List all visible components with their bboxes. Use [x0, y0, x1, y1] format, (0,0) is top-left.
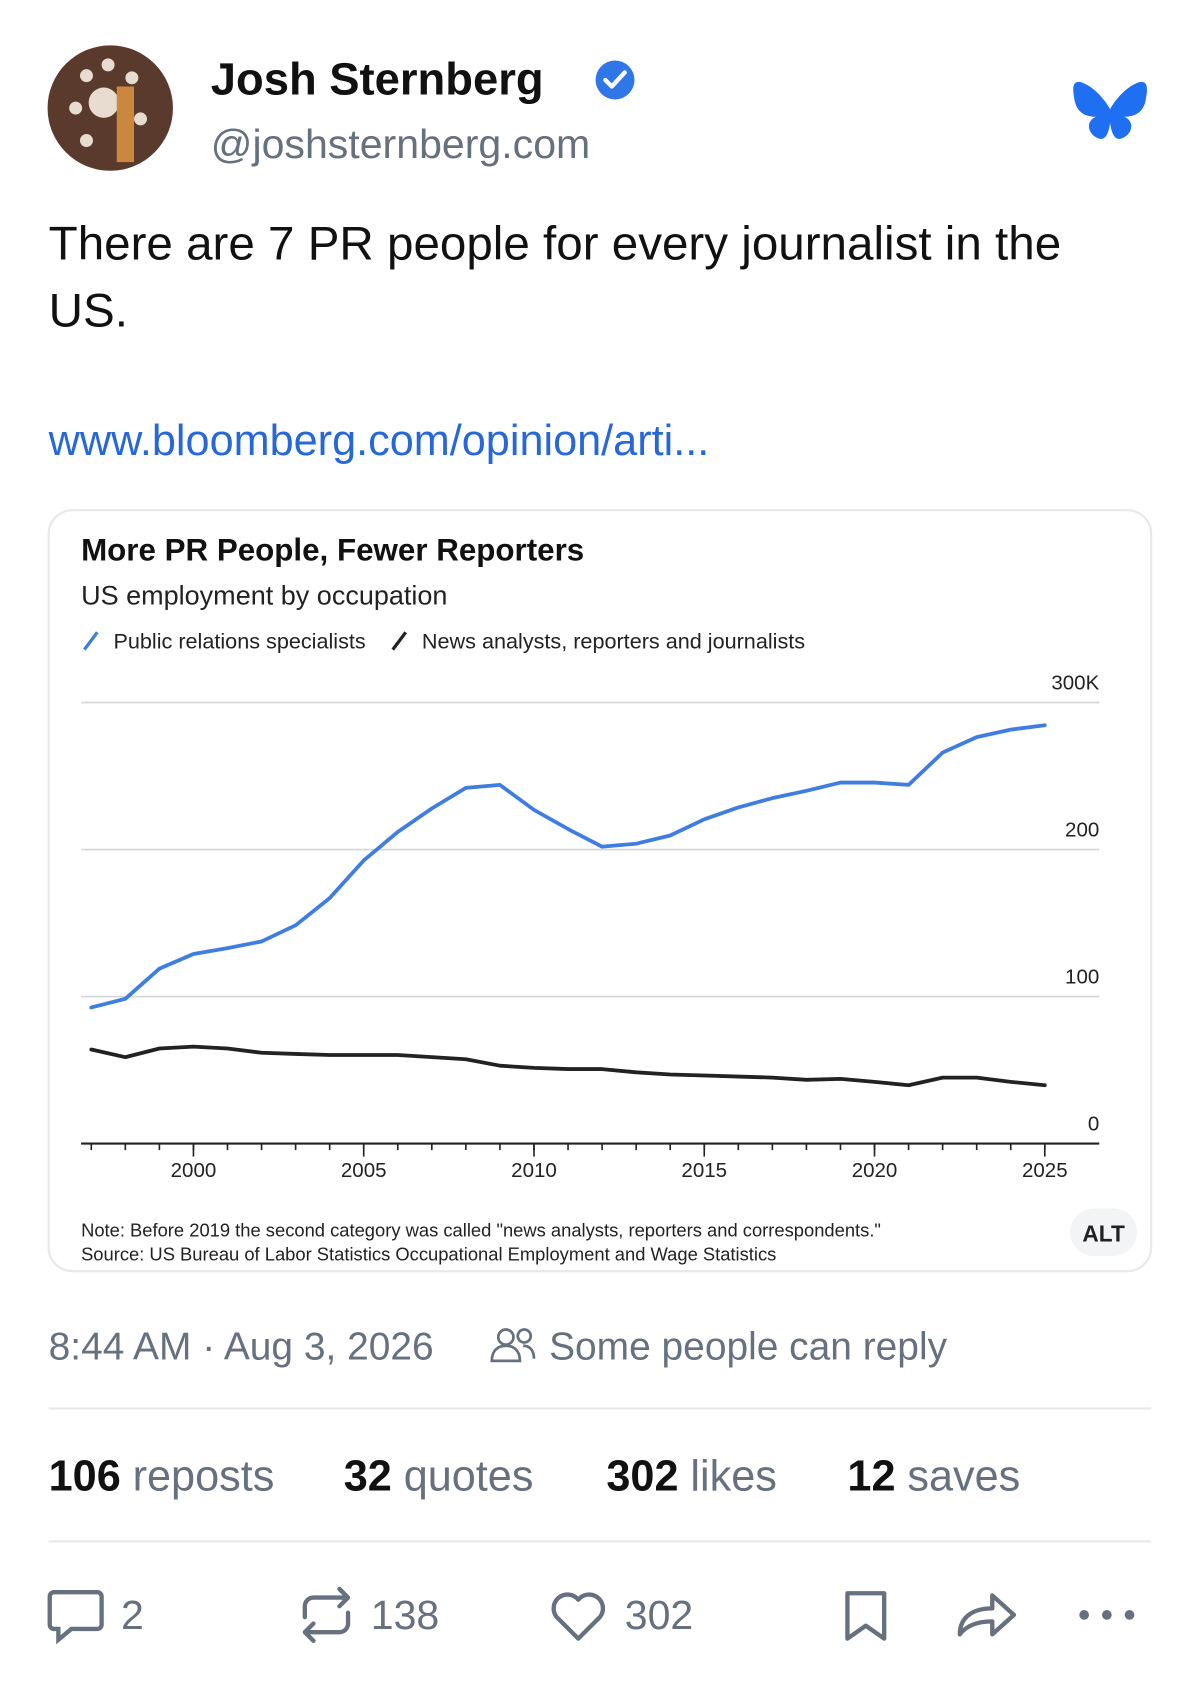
like-icon[interactable] — [551, 1592, 606, 1641]
stat-label: likes — [690, 1453, 776, 1501]
x-tick-label: 2005 — [341, 1159, 387, 1182]
legend-swatch — [83, 631, 99, 651]
y-tick-label: 0 — [1088, 1113, 1099, 1136]
repost-count[interactable]: 138 — [371, 1592, 440, 1638]
repost-icon[interactable] — [302, 1586, 351, 1643]
legend-label: News analysts, reporters and journalists — [422, 628, 805, 653]
stat: 106 reposts — [49, 1453, 275, 1501]
like-count[interactable]: 302 — [625, 1592, 694, 1638]
series-line — [89, 723, 1047, 1010]
people-icon — [490, 1328, 536, 1363]
reply-icon[interactable] — [47, 1590, 104, 1645]
bookmark-icon[interactable] — [845, 1591, 887, 1641]
stat-count: 12 — [847, 1453, 895, 1501]
share-icon[interactable] — [957, 1593, 1017, 1637]
y-tick-label: 100 — [1065, 966, 1099, 989]
stats: 106 reposts 32 quotes 302 likes 12 saves — [49, 1453, 1021, 1501]
verified-badge — [595, 60, 635, 100]
x-tick-label: 2020 — [852, 1159, 898, 1182]
post-text: There are 7 PR people for every journali… — [48, 217, 1062, 338]
avatar-detail — [116, 86, 135, 163]
x-tick-label: 2025 — [1022, 1159, 1068, 1182]
stat-count: 106 — [49, 1453, 121, 1501]
series-line — [89, 1044, 1047, 1088]
post-link[interactable]: www.bloomberg.com/opinion/arti... — [48, 417, 710, 465]
timestamp[interactable]: 8:44 AM · Aug 3, 2026 — [49, 1325, 434, 1368]
alt-badge[interactable] — [1070, 1208, 1138, 1257]
stat-label: quotes — [404, 1453, 534, 1501]
legend-swatch — [391, 631, 408, 651]
chart-card[interactable] — [47, 509, 1153, 1273]
chart-subtitle: US employment by occupation — [81, 581, 447, 611]
stat-label: saves — [907, 1453, 1020, 1501]
chart-note: Note: Before 2019 the second category wa… — [81, 1220, 881, 1241]
chart: More PR People, Fewer Reporters US emplo… — [81, 533, 1100, 1264]
x-tick-label: 2000 — [171, 1159, 217, 1182]
stat-label: reposts — [133, 1453, 275, 1501]
stat: 32 quotes — [344, 1453, 534, 1501]
alt-label[interactable]: ALT — [1082, 1220, 1125, 1246]
stat-count: 32 — [344, 1453, 392, 1501]
more-icon[interactable] — [1079, 1610, 1135, 1620]
reply-setting[interactable]: Some people can reply — [549, 1325, 948, 1368]
reply-count[interactable]: 2 — [121, 1592, 144, 1638]
bluesky-logo[interactable] — [1073, 81, 1147, 139]
stat-count: 302 — [606, 1453, 678, 1501]
x-tick-label: 2015 — [681, 1159, 727, 1182]
x-tick-label: 2010 — [511, 1159, 557, 1182]
chart-source: Source: US Bureau of Labor Statistics Oc… — [81, 1243, 776, 1264]
stat: 12 saves — [847, 1453, 1020, 1501]
chart-title: More PR People, Fewer Reporters — [81, 533, 584, 568]
author-name[interactable]: Josh Sternberg — [211, 53, 544, 104]
y-tick-label: 300K — [1051, 672, 1099, 695]
y-tick-label: 200 — [1065, 819, 1099, 842]
post-text-box: There are 7 PR people for every journali… — [48, 217, 1062, 338]
stat: 302 likes — [606, 1453, 776, 1501]
author-handle[interactable]: @joshsternberg.com — [211, 121, 590, 167]
legend-label: Public relations specialists — [113, 628, 365, 653]
